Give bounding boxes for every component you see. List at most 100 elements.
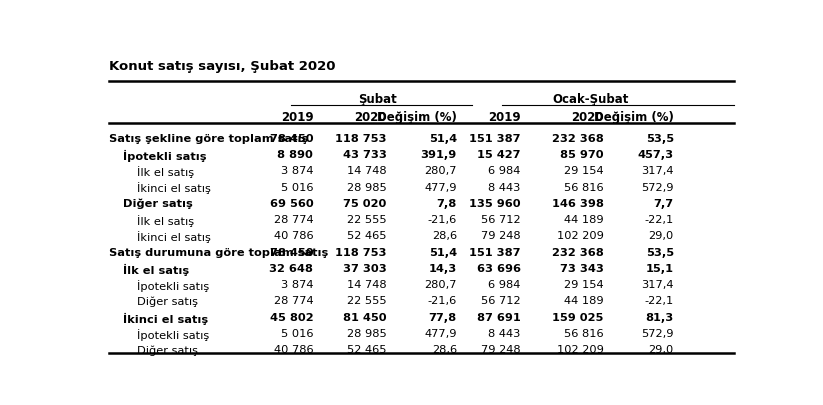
Text: Değişim (%): Değişim (%)	[377, 111, 457, 124]
Text: 2020: 2020	[354, 111, 387, 124]
Text: 79 248: 79 248	[481, 344, 521, 354]
Text: 151 387: 151 387	[469, 133, 521, 143]
Text: Diğer satış: Diğer satış	[137, 296, 198, 306]
Text: 15,1: 15,1	[646, 263, 674, 273]
Text: 51,4: 51,4	[429, 247, 457, 257]
Text: 317,4: 317,4	[641, 279, 674, 289]
Text: 29,0: 29,0	[649, 231, 674, 241]
Text: 77,8: 77,8	[429, 312, 457, 322]
Text: İpotekli satış: İpotekli satış	[137, 279, 210, 291]
Text: 53,5: 53,5	[645, 247, 674, 257]
Text: 79 248: 79 248	[481, 231, 521, 241]
Text: İpotekli satış: İpotekli satış	[123, 149, 207, 162]
Text: 56 712: 56 712	[481, 215, 521, 224]
Text: Diğer satış: Diğer satış	[137, 344, 198, 355]
Text: Diğer satış: Diğer satış	[123, 198, 193, 209]
Text: Değişim (%): Değişim (%)	[594, 111, 674, 124]
Text: İpotekli satış: İpotekli satış	[137, 328, 210, 340]
Text: 63 696: 63 696	[477, 263, 521, 273]
Text: -22,1: -22,1	[644, 296, 674, 305]
Text: 118 753: 118 753	[335, 247, 387, 257]
Text: 146 398: 146 398	[551, 198, 603, 208]
Text: 159 025: 159 025	[552, 312, 603, 322]
Text: İlk el satış: İlk el satış	[137, 215, 194, 226]
Text: 45 802: 45 802	[270, 312, 314, 322]
Text: -21,6: -21,6	[428, 296, 457, 305]
Text: 69 560: 69 560	[270, 198, 314, 208]
Text: 6 984: 6 984	[488, 166, 521, 176]
Text: 81 450: 81 450	[343, 312, 387, 322]
Text: 118 753: 118 753	[335, 133, 387, 143]
Text: 572,9: 572,9	[641, 328, 674, 338]
Text: 28,6: 28,6	[432, 344, 457, 354]
Text: 37 303: 37 303	[343, 263, 387, 273]
Text: 102 209: 102 209	[556, 344, 603, 354]
Text: 32 648: 32 648	[269, 263, 314, 273]
Text: 3 874: 3 874	[281, 279, 314, 289]
Text: 40 786: 40 786	[274, 231, 314, 241]
Text: 22 555: 22 555	[347, 296, 387, 305]
Text: 28 774: 28 774	[274, 296, 314, 305]
Text: 52 465: 52 465	[347, 231, 387, 241]
Text: 391,9: 391,9	[421, 149, 457, 160]
Text: 135 960: 135 960	[469, 198, 521, 208]
Text: Satış durumuna göre toplam satış: Satış durumuna göre toplam satış	[109, 247, 328, 257]
Text: 14,3: 14,3	[429, 263, 457, 273]
Text: 3 874: 3 874	[281, 166, 314, 176]
Text: 151 387: 151 387	[469, 247, 521, 257]
Text: 53,5: 53,5	[645, 133, 674, 143]
Text: 43 733: 43 733	[343, 149, 387, 160]
Text: 317,4: 317,4	[641, 166, 674, 176]
Text: 2019: 2019	[488, 111, 521, 124]
Text: İlk el satış: İlk el satış	[123, 263, 189, 275]
Text: 81,3: 81,3	[645, 312, 674, 322]
Text: 52 465: 52 465	[347, 344, 387, 354]
Text: -21,6: -21,6	[428, 215, 457, 224]
Text: 14 748: 14 748	[347, 279, 387, 289]
Text: 477,9: 477,9	[425, 328, 457, 338]
Text: 28 985: 28 985	[347, 182, 387, 192]
Text: 8 443: 8 443	[488, 182, 521, 192]
Text: İkinci el satış: İkinci el satış	[123, 312, 208, 324]
Text: 56 816: 56 816	[564, 328, 603, 338]
Text: 75 020: 75 020	[343, 198, 387, 208]
Text: 232 368: 232 368	[551, 247, 603, 257]
Text: 51,4: 51,4	[429, 133, 457, 143]
Text: 572,9: 572,9	[641, 182, 674, 192]
Text: 56 712: 56 712	[481, 296, 521, 305]
Text: Satış şekline göre toplam satış: Satış şekline göre toplam satış	[109, 133, 309, 143]
Text: 85 970: 85 970	[560, 149, 603, 160]
Text: 15 427: 15 427	[477, 149, 521, 160]
Text: 457,3: 457,3	[638, 149, 674, 160]
Text: 29 154: 29 154	[564, 279, 603, 289]
Text: 28,6: 28,6	[432, 231, 457, 241]
Text: 102 209: 102 209	[556, 231, 603, 241]
Text: 56 816: 56 816	[564, 182, 603, 192]
Text: 28 985: 28 985	[347, 328, 387, 338]
Text: 44 189: 44 189	[564, 215, 603, 224]
Text: 22 555: 22 555	[347, 215, 387, 224]
Text: 6 984: 6 984	[488, 279, 521, 289]
Text: 232 368: 232 368	[551, 133, 603, 143]
Text: 87 691: 87 691	[477, 312, 521, 322]
Text: 14 748: 14 748	[347, 166, 387, 176]
Text: 40 786: 40 786	[274, 344, 314, 354]
Text: 78 450: 78 450	[270, 133, 314, 143]
Text: 8 890: 8 890	[277, 149, 314, 160]
Text: İlk el satış: İlk el satış	[137, 166, 194, 178]
Text: 2020: 2020	[571, 111, 603, 124]
Text: 28 774: 28 774	[274, 215, 314, 224]
Text: İkinci el satış: İkinci el satış	[137, 231, 212, 243]
Text: 7,8: 7,8	[437, 198, 457, 208]
Text: Şubat: Şubat	[358, 93, 397, 106]
Text: Konut satış sayısı, Şubat 2020: Konut satış sayısı, Şubat 2020	[109, 60, 336, 72]
Text: 29,0: 29,0	[649, 344, 674, 354]
Text: 29 154: 29 154	[564, 166, 603, 176]
Text: 2019: 2019	[281, 111, 314, 124]
Text: -22,1: -22,1	[644, 215, 674, 224]
Text: Ocak-Şubat: Ocak-Şubat	[552, 93, 629, 106]
Text: 8 443: 8 443	[488, 328, 521, 338]
Text: 5 016: 5 016	[281, 182, 314, 192]
Text: 477,9: 477,9	[425, 182, 457, 192]
Text: 7,7: 7,7	[653, 198, 674, 208]
